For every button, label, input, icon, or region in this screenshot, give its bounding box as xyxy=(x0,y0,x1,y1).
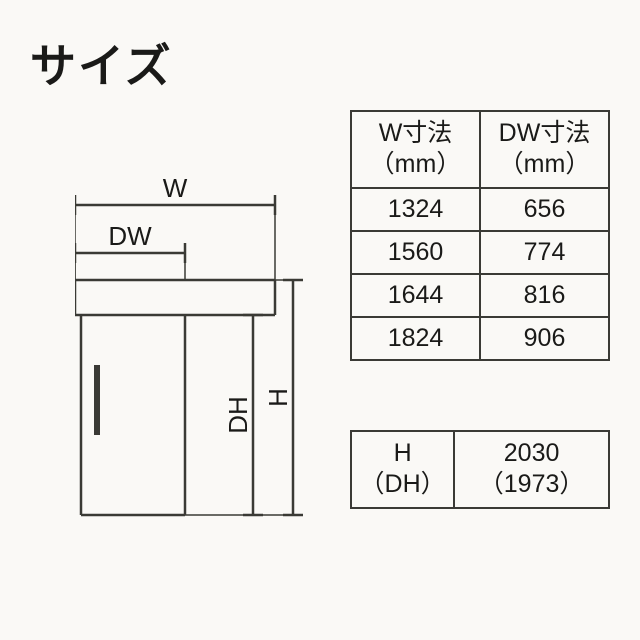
col-header-w: W寸法 （mm） xyxy=(351,111,480,188)
table-row: 1324656 xyxy=(351,188,609,231)
height-table: H （DH） 2030 （1973） xyxy=(350,430,610,509)
svg-text:W: W xyxy=(163,175,188,203)
table-cell: 1824 xyxy=(351,317,480,360)
svg-text:H: H xyxy=(263,388,293,407)
table-cell: 816 xyxy=(480,274,609,317)
h-value-cell: 2030 （1973） xyxy=(454,431,609,508)
table-cell: 656 xyxy=(480,188,609,231)
table-cell: 1644 xyxy=(351,274,480,317)
size-table: W寸法 （mm） DW寸法 （mm） 132465615607741644816… xyxy=(350,110,610,361)
col-header-dw: DW寸法 （mm） xyxy=(480,111,609,188)
table-cell: 774 xyxy=(480,231,609,274)
page-title: サイズ xyxy=(30,30,610,96)
svg-text:DH: DH xyxy=(223,396,253,434)
table-row: 1560774 xyxy=(351,231,609,274)
table-cell: 1324 xyxy=(351,188,480,231)
table-cell: 906 xyxy=(480,317,609,360)
svg-text:DW: DW xyxy=(108,221,152,251)
h-label-cell: H （DH） xyxy=(351,431,454,508)
table-row: 1644816 xyxy=(351,274,609,317)
table-cell: 1560 xyxy=(351,231,480,274)
table-row: 1824906 xyxy=(351,317,609,360)
dimension-diagram: W DW H DH xyxy=(75,175,295,555)
